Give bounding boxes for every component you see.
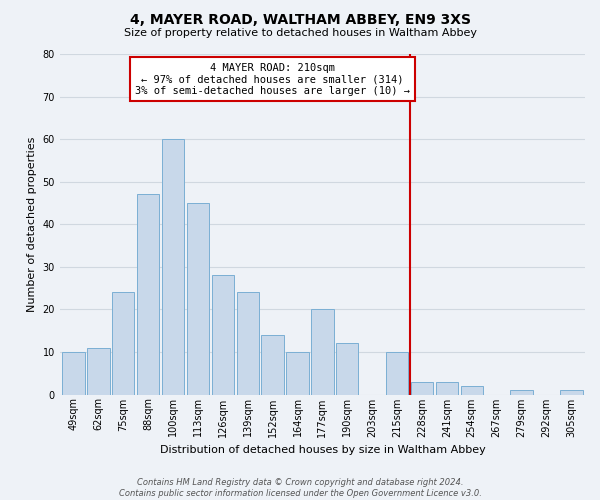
Text: Size of property relative to detached houses in Waltham Abbey: Size of property relative to detached ho…	[124, 28, 476, 38]
Bar	[137, 194, 160, 394]
Bar	[386, 352, 408, 395]
Y-axis label: Number of detached properties: Number of detached properties	[27, 136, 37, 312]
Bar	[187, 203, 209, 394]
X-axis label: Distribution of detached houses by size in Waltham Abbey: Distribution of detached houses by size …	[160, 445, 485, 455]
Bar	[262, 335, 284, 394]
Bar	[436, 382, 458, 394]
Bar	[461, 386, 483, 394]
Bar	[87, 348, 110, 395]
Text: 4 MAYER ROAD: 210sqm
← 97% of detached houses are smaller (314)
3% of semi-detac: 4 MAYER ROAD: 210sqm ← 97% of detached h…	[135, 62, 410, 96]
Text: Contains HM Land Registry data © Crown copyright and database right 2024.
Contai: Contains HM Land Registry data © Crown c…	[119, 478, 481, 498]
Bar	[112, 292, 134, 394]
Bar	[162, 139, 184, 394]
Bar	[511, 390, 533, 394]
Bar	[311, 310, 334, 394]
Bar	[336, 344, 358, 394]
Bar	[560, 390, 583, 394]
Text: 4, MAYER ROAD, WALTHAM ABBEY, EN9 3XS: 4, MAYER ROAD, WALTHAM ABBEY, EN9 3XS	[130, 12, 470, 26]
Bar	[411, 382, 433, 394]
Bar	[286, 352, 309, 395]
Bar	[212, 276, 234, 394]
Bar	[236, 292, 259, 394]
Bar	[62, 352, 85, 395]
